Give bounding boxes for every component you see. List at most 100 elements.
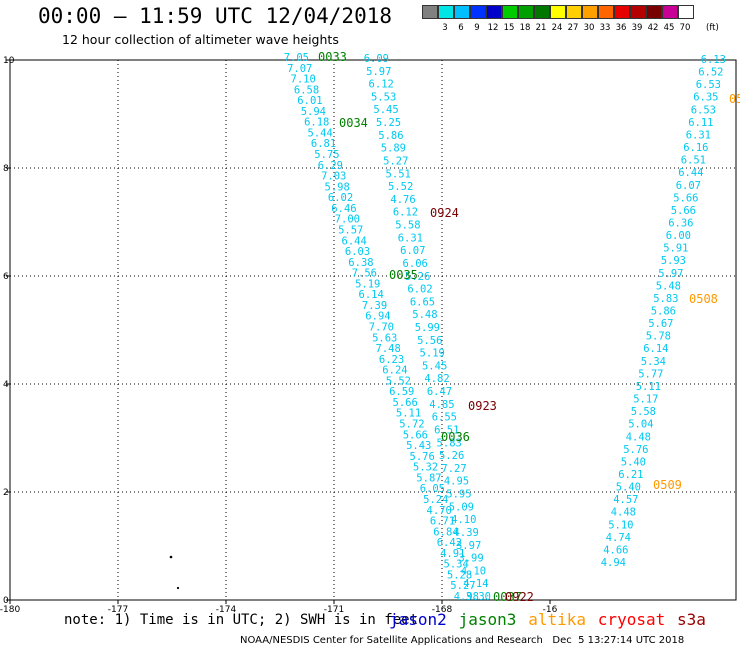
- legend-bin: 24: [549, 5, 566, 33]
- swh-value-track-c: 6.16: [683, 142, 708, 154]
- swh-value-track-c: 6.36: [668, 217, 693, 229]
- swh-value-track-b: 6.02: [407, 284, 432, 296]
- legend-swatch: [549, 5, 566, 19]
- swh-value-track-b: 6.31: [398, 232, 423, 244]
- color-legend: 3 6 9 12 15 18 21 24 27 30 33 36 39 42 45 70: [421, 5, 694, 33]
- swh-value-track-a: 5.63: [372, 332, 397, 344]
- satellite-name: jason3: [458, 610, 517, 629]
- legend-label: 21: [535, 23, 547, 33]
- x-tick-label: -174: [216, 605, 237, 615]
- legend-bin: 3: [437, 5, 454, 33]
- swh-value-track-b: 6.12: [393, 207, 418, 219]
- swh-value-track-b: 6.65: [410, 296, 435, 308]
- swh-value-track-a: 7.10: [291, 74, 316, 86]
- x-tick-label: -180: [0, 605, 20, 615]
- swh-value-track-b: 5.19: [420, 348, 445, 360]
- swh-value-track-b: 4.76: [390, 194, 415, 206]
- swh-value-track-b: 5.45: [373, 104, 398, 116]
- swh-value-track-b: 4.82: [424, 373, 449, 385]
- legend-swatch: [517, 5, 534, 19]
- swh-value-track-a: 5.76: [410, 451, 435, 463]
- swh-value-track-b: 6.06: [403, 258, 428, 270]
- swh-value-track-a: 6.23: [379, 354, 404, 366]
- legend-label: 42: [647, 23, 659, 33]
- swh-value-track-b: 6.47: [427, 386, 452, 398]
- island-dot: [176, 586, 180, 590]
- swh-value-track-b: 5.95: [446, 489, 471, 501]
- swh-value-track-a: 4.98: [454, 591, 479, 603]
- pass-time-label: 0033: [318, 50, 347, 64]
- legend-label: 27: [567, 23, 579, 33]
- swh-value-track-b: 4.39: [454, 527, 479, 539]
- map-subtitle: 12 hour collection of altimeter wave hei…: [62, 32, 339, 47]
- swh-value-track-c: 6.14: [643, 343, 668, 355]
- swh-value-track-b: 5.25: [376, 117, 401, 129]
- pass-time-label: 0035: [389, 268, 418, 282]
- swh-value-track-a: 5.52: [386, 375, 411, 387]
- map-title: 00:00 – 11:59 UTC 12/04/2018: [38, 4, 393, 28]
- swh-value-track-c: 5.17: [633, 394, 658, 406]
- swh-value-track-a: 5.57: [338, 224, 363, 236]
- swh-value-track-a: 5.94: [301, 106, 326, 118]
- swh-value-track-c: 5.34: [641, 356, 666, 368]
- swh-value-track-c: 5.91: [663, 243, 688, 255]
- swh-value-track-c: 5.86: [651, 306, 676, 318]
- swh-value-track-a: 7.39: [362, 300, 387, 312]
- swh-value-track-c: 5.10: [608, 519, 633, 531]
- legend-label: 15: [503, 23, 515, 33]
- swh-value-track-a: 5.27: [450, 580, 475, 592]
- swh-value-track-a: 4.70: [427, 505, 452, 517]
- legend-bin: 36: [613, 5, 630, 33]
- swh-value-track-a: 5.19: [355, 278, 380, 290]
- y-tick-label: 6: [3, 272, 9, 282]
- swh-value-track-c: 5.04: [628, 419, 653, 431]
- swh-value-track-a: 6.42: [437, 537, 462, 549]
- swh-value-track-b: 3.99: [458, 553, 483, 565]
- swh-value-track-a: 6.01: [297, 95, 322, 107]
- swh-value-track-c: 6.51: [681, 155, 706, 167]
- swh-value-track-a: 7.00: [335, 214, 360, 226]
- legend-label: 9: [474, 23, 480, 33]
- x-tick-label: -177: [108, 605, 128, 615]
- swh-value-track-b: 4.10: [461, 565, 486, 577]
- legend-bin: 33: [597, 5, 614, 33]
- swh-value-track-a: 6.03: [345, 246, 370, 258]
- swh-value-track-a: 6.38: [348, 257, 373, 269]
- swh-value-track-a: 5.72: [399, 419, 424, 431]
- legend-swatch: [565, 5, 582, 19]
- legend-swatch: [629, 5, 646, 19]
- swh-value-track-c: 6.00: [666, 230, 691, 242]
- y-tick-label: 4: [3, 380, 9, 390]
- swh-value-track-a: 6.02: [328, 192, 353, 204]
- swh-value-track-c: 6.11: [688, 117, 713, 129]
- swh-value-track-b: 5.97: [366, 66, 391, 78]
- swh-value-track-a: 5.87: [416, 472, 441, 484]
- swh-value-track-b: 4.10: [451, 514, 476, 526]
- swh-value-track-b: 5.56: [417, 335, 442, 347]
- map-frame: [9, 59, 737, 601]
- legend-swatch: [421, 5, 438, 19]
- swh-value-track-a: 5.43: [406, 440, 431, 452]
- swh-value-track-c: 4.74: [606, 532, 631, 544]
- legend-label: 30: [583, 23, 595, 33]
- swh-value-track-c: 6.53: [696, 79, 721, 91]
- pass-time-label: 0034: [339, 116, 368, 130]
- swh-value-track-b: 5.99: [415, 322, 440, 334]
- legend-swatch: [469, 5, 486, 19]
- swh-value-track-a: 7.07: [287, 63, 312, 75]
- satellite-name: altika: [528, 610, 586, 629]
- pass-time-label: 0510: [729, 92, 740, 106]
- grid-lines: [10, 60, 736, 600]
- legend-label: 3: [442, 23, 448, 33]
- legend-swatch: [533, 5, 550, 19]
- swh-value-track-c: 5.83: [653, 293, 678, 305]
- legend-bin: 70: [677, 5, 694, 33]
- swh-value-track-a: 7.56: [352, 268, 377, 280]
- island-dot: [169, 555, 173, 559]
- legend-bin: 21: [533, 5, 550, 33]
- pass-time-label: 0036: [441, 430, 470, 444]
- satellite-name: jason2: [389, 610, 447, 629]
- swh-value-track-c: 4.48: [626, 431, 651, 443]
- y-tick-label: 0: [3, 596, 9, 606]
- swh-value-track-c: 6.21: [618, 469, 643, 481]
